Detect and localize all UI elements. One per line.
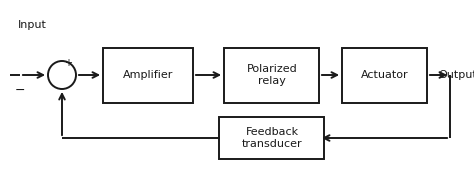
Bar: [343, 48, 428, 103]
Text: Actuator: Actuator: [361, 70, 409, 80]
Bar: [225, 48, 319, 103]
Text: Polarized
relay: Polarized relay: [246, 64, 297, 86]
Circle shape: [48, 61, 76, 89]
Text: +: +: [64, 58, 72, 68]
Text: Input: Input: [18, 20, 47, 30]
Text: Amplifier: Amplifier: [123, 70, 173, 80]
Text: Feedback
transducer: Feedback transducer: [242, 127, 302, 149]
Text: −: −: [15, 83, 25, 96]
Text: Output: Output: [438, 70, 474, 80]
Bar: [219, 117, 325, 159]
Bar: [103, 48, 193, 103]
